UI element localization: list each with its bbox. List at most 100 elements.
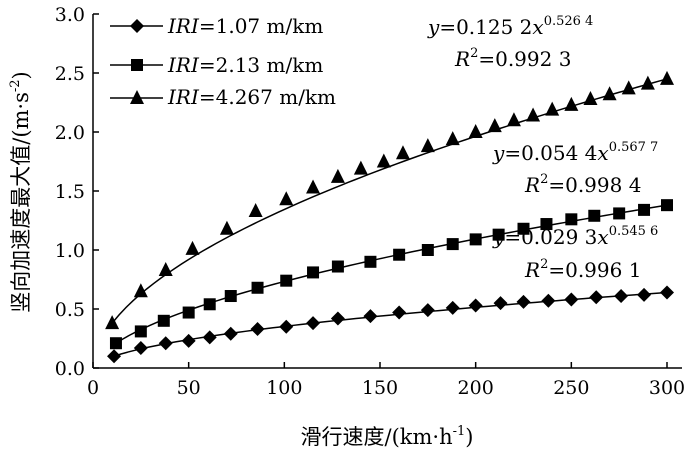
legend-label-3: IRI=4.267 m/km [167, 85, 336, 109]
point-square [157, 314, 170, 327]
point-square [280, 274, 293, 287]
y-axis-title-close: ) [9, 71, 33, 79]
point-triangle [583, 90, 598, 105]
y-axis-title-sup: -2 [8, 79, 23, 92]
point-triangle [660, 70, 674, 85]
y-ticks: 0.0 0.5 1.0 1.5 2.0 2.5 3.0 [55, 4, 99, 380]
legend-entry-3: IRI=4.267 m/km [110, 85, 336, 109]
point-triangle [640, 75, 655, 90]
axes: 0 50 100 150 200 250 300 0.0 0.5 1.0 1.5 2.0 2.5 3.0 [55, 4, 685, 399]
legend-label-1: IRI=1.07 m/km [167, 14, 323, 38]
x-tick-label: 0 [87, 377, 99, 399]
legend-entry-2: IRI=2.13 m/km [110, 53, 323, 77]
point-diamond [614, 289, 629, 304]
point-triangle [105, 315, 120, 330]
point-triangle [545, 101, 560, 116]
point-diamond [250, 322, 265, 337]
point-square [307, 266, 320, 279]
point-square [109, 337, 122, 350]
equation-3: y=0.029 3x0.545 6 [492, 224, 658, 249]
r-squared-2: R2=0.998 4 [524, 172, 641, 197]
point-triangle [445, 131, 460, 146]
x-tick-label: 50 [177, 377, 201, 399]
legend-entry-1: IRI=1.07 m/km [110, 14, 323, 38]
point-triangle [306, 179, 321, 194]
point-square [565, 213, 578, 226]
legend-label-2: IRI=2.13 m/km [167, 53, 323, 77]
legend-marker-triangle [130, 90, 144, 104]
point-square [638, 203, 651, 216]
point-diamond [516, 294, 531, 309]
point-triangle [487, 118, 502, 133]
point-triangle [602, 86, 617, 101]
r-squared-3: R2=0.996 1 [524, 257, 641, 282]
point-triangle [395, 145, 410, 160]
point-triangle [219, 220, 234, 235]
y-tick-label: 3.0 [55, 4, 85, 26]
x-tick-label: 100 [266, 377, 302, 399]
point-triangle [248, 203, 263, 218]
x-axis-title-sup: -1 [453, 424, 466, 439]
fit-curves [111, 78, 668, 357]
point-square [364, 255, 377, 268]
point-diamond [363, 309, 378, 324]
y-tick-label: 2.5 [55, 63, 85, 85]
legend-marker-square [131, 59, 143, 71]
point-diamond [330, 311, 345, 326]
point-diamond [445, 300, 460, 315]
point-triangle [353, 160, 368, 175]
y-axis-title-main: 竖向加速度最大值/(m·s [9, 92, 33, 313]
x-axis-title-close: ) [465, 425, 473, 449]
point-triangle [158, 262, 173, 277]
point-square [182, 306, 195, 319]
legend-marker-diamond [130, 19, 144, 33]
x-axis-title: 滑行速度/(km·h-1) [301, 424, 474, 449]
point-triangle [506, 112, 521, 127]
y-tick-label: 0.0 [55, 358, 85, 380]
point-triangle [526, 107, 541, 122]
y-tick-label: 1.0 [55, 240, 85, 262]
point-square [588, 209, 601, 222]
data-markers [105, 70, 674, 364]
y-tick-label: 2.0 [55, 122, 85, 144]
fit-curve-1 [113, 291, 668, 357]
point-triangle [185, 240, 200, 255]
point-diamond [392, 305, 407, 320]
point-diamond [158, 336, 173, 351]
point-square [331, 260, 344, 273]
point-square [517, 222, 530, 235]
point-triangle [279, 191, 294, 206]
legend: IRI=1.07 m/km IRI=2.13 m/km IRI=4.267 m/… [110, 14, 336, 109]
y-tick-label: 1.5 [55, 181, 85, 203]
point-triangle [133, 283, 148, 298]
point-triangle [420, 138, 435, 153]
y-tick-label: 0.5 [55, 299, 85, 321]
point-diamond [564, 292, 579, 307]
point-diamond [637, 287, 652, 302]
point-triangle [330, 168, 345, 183]
x-tick-label: 150 [362, 377, 398, 399]
point-diamond [420, 303, 435, 318]
y-axis-title: 竖向加速度最大值/(m·s-2) [8, 71, 33, 313]
point-triangle [468, 124, 483, 138]
point-square [203, 298, 216, 311]
point-triangle [376, 153, 391, 168]
point-diamond [223, 326, 238, 341]
x-axis-title-main: 滑行速度/(km·h [301, 425, 453, 449]
point-diamond [589, 290, 604, 305]
x-tick-label: 300 [649, 377, 685, 399]
point-diamond [541, 293, 556, 308]
x-ticks: 0 50 100 150 200 250 300 [87, 362, 685, 399]
point-triangle [621, 80, 636, 95]
point-diamond [107, 349, 122, 364]
equation-1: y=0.125 2x0.526 4 [427, 14, 593, 39]
point-square [251, 281, 264, 294]
point-diamond [279, 319, 294, 334]
point-square [540, 218, 553, 231]
point-square [661, 199, 673, 212]
point-diamond [133, 340, 148, 355]
fit-equations: y=0.125 2x0.526 4 R2=0.992 3 y=0.054 4x0… [427, 14, 658, 282]
point-square [393, 248, 406, 261]
equation-2: y=0.054 4x0.567 7 [492, 140, 658, 165]
